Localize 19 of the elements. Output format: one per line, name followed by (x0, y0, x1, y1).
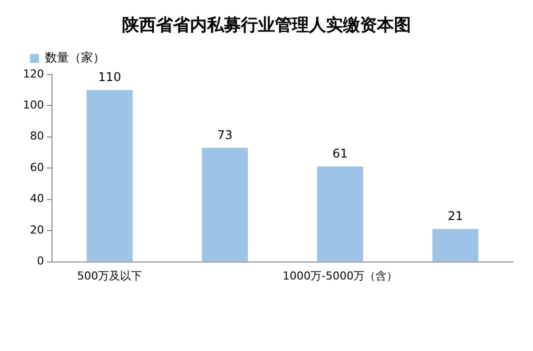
y-tick-label: 120 (22, 67, 44, 80)
bar (86, 90, 133, 262)
chart-title: 陕西省省内私募行业管理人实缴资本图 (122, 16, 411, 36)
y-tick-label: 100 (22, 98, 44, 112)
bar (432, 229, 478, 262)
data-label: 110 (98, 70, 122, 84)
y-tick-label: 40 (30, 192, 44, 206)
bar (317, 166, 364, 262)
y-tick-label: 20 (30, 223, 44, 236)
data-label: 73 (217, 128, 233, 142)
data-label: 61 (332, 146, 348, 161)
legend-label: 数量（家） (45, 50, 105, 65)
x-tick-label: 500万及以下 (77, 269, 142, 282)
x-tick-label: 1000万-5000万（含） (282, 269, 398, 282)
data-label: 21 (448, 209, 464, 224)
y-tick-label: 0 (36, 254, 44, 268)
y-tick-label: 60 (30, 160, 44, 174)
bar (202, 148, 248, 262)
y-tick-label: 80 (30, 130, 44, 143)
